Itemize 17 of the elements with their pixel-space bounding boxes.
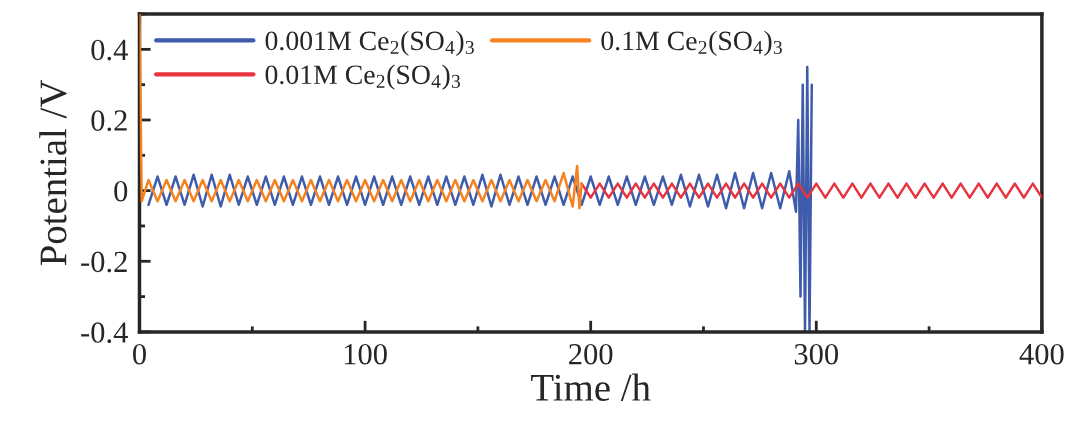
- x-axis-title: Time /h: [531, 373, 651, 401]
- x-tick-label: 200: [569, 343, 613, 365]
- y-axis-title: Potential /V: [39, 79, 67, 266]
- legend-label: 0.001M Ce$_{2}$(SO$_{4}$)$_{3}$: [265, 30, 474, 56]
- line-series: [147, 65, 814, 332]
- x-tick-label: 100: [344, 343, 387, 365]
- line-series: [139, 14, 583, 210]
- y-tick-label: 0.4: [91, 39, 128, 61]
- x-tick-label: 400: [1019, 343, 1064, 365]
- y-tick-label: 0.2: [91, 110, 127, 132]
- x-tick-label: 0: [133, 343, 146, 365]
- legend-label: 0.1M Ce$_{2}$(SO$_{4}$)$_{3}$: [601, 30, 782, 56]
- legend-label: 0.01M Ce$_{2}$(SO$_{4}$)$_{3}$: [265, 64, 460, 90]
- x-tick-label: 300: [794, 343, 839, 365]
- y-tick-label: -0.2: [81, 251, 127, 273]
- y-tick-label: 0: [114, 180, 128, 202]
- y-tick-label: -0.4: [81, 322, 128, 343]
